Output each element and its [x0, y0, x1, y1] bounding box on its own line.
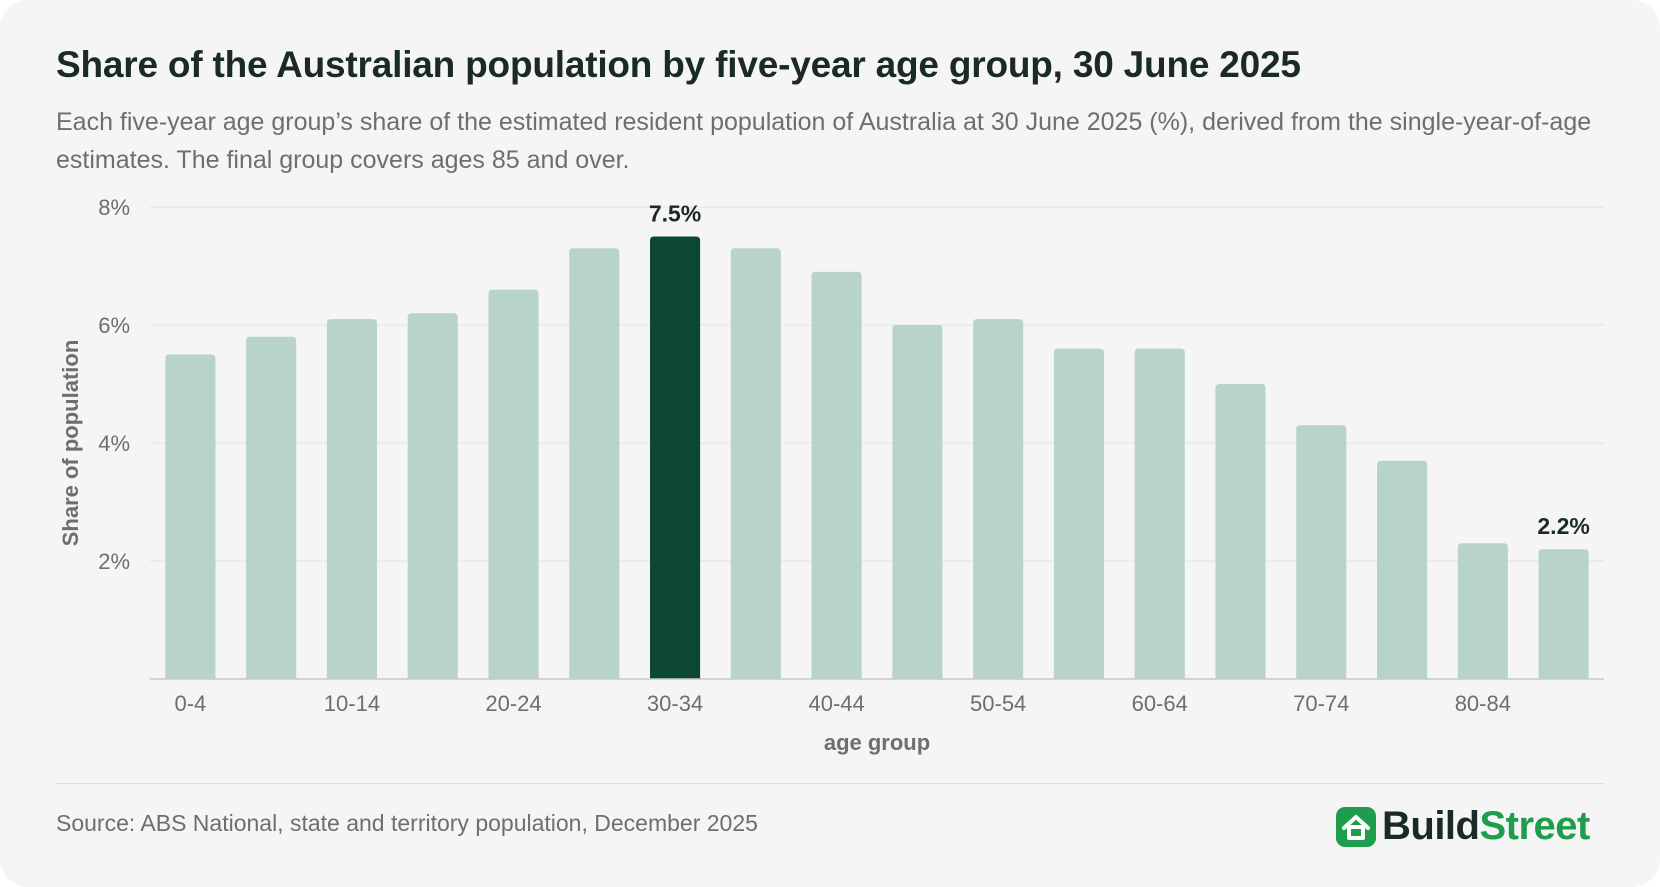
x-axis-label: age group [824, 730, 930, 755]
bar [1134, 348, 1185, 679]
y-tick-label: 4% [98, 431, 130, 456]
bar [730, 248, 781, 680]
bar [488, 289, 539, 679]
bar [569, 248, 620, 680]
x-tick-label: 0-4 [174, 691, 206, 716]
data-label: 7.5% [649, 201, 701, 227]
x-tick-label: 20-24 [485, 691, 541, 716]
bar [1377, 460, 1428, 679]
source-note: Source: ABS National, state and territor… [56, 810, 758, 836]
bar [1053, 348, 1104, 679]
x-tick-label: 80-84 [1455, 691, 1511, 716]
bar-chart: 2% 4% 6% 8% 0-4 10-14 20-24 30-34 40-44 50-54 60-6… [58, 195, 1604, 755]
bar [326, 319, 377, 679]
x-tick-label: 30-34 [647, 691, 703, 716]
chart-title: Share of the Australian population by fi… [56, 44, 1301, 85]
data-label: 2.2% [1537, 513, 1589, 539]
bar [407, 313, 458, 679]
y-axis-label: Share of population [58, 340, 83, 547]
brand-wordmark: BuildStreet [1382, 800, 1590, 852]
brand-logo: BuildStreet [1336, 802, 1606, 850]
bar [246, 336, 297, 679]
x-tick-label: 50-54 [970, 691, 1026, 716]
bar [811, 271, 862, 679]
bar [650, 236, 701, 679]
x-tick-label: 10-14 [324, 691, 380, 716]
bar [973, 319, 1024, 679]
y-tick-label: 6% [98, 313, 130, 338]
x-tick-label: 60-64 [1132, 691, 1188, 716]
bar [892, 325, 943, 679]
x-tick-label: 40-44 [808, 691, 864, 716]
x-tick-label: 70-74 [1293, 691, 1349, 716]
y-tick-label: 2% [98, 549, 130, 574]
brand-name-street: Street [1479, 804, 1590, 848]
y-tick-label: 8% [98, 195, 130, 220]
bar [1538, 549, 1589, 679]
bar [1457, 543, 1508, 679]
brand-name-build: Build [1382, 804, 1480, 848]
chart-subtitle: Each five-year age group’s share of the … [56, 108, 1592, 174]
bar [1215, 384, 1266, 679]
bar [1296, 425, 1347, 679]
house-icon [1336, 807, 1376, 847]
bar [165, 354, 216, 679]
footer-divider [56, 783, 1604, 784]
